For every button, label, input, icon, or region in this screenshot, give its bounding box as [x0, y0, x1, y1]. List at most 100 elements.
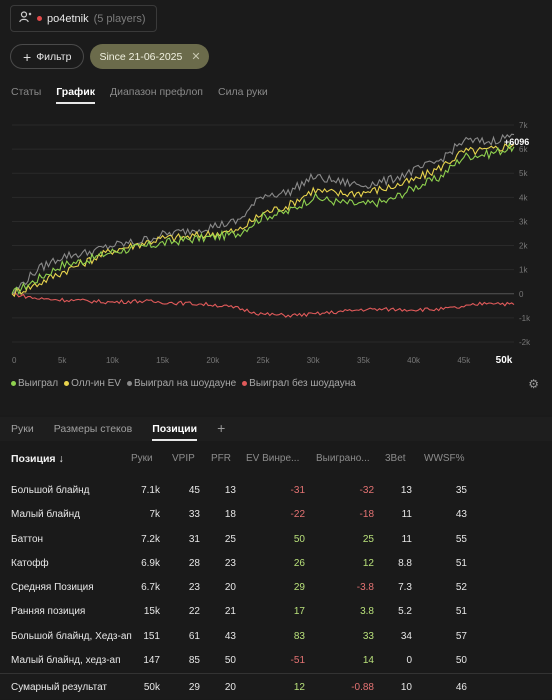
table-row[interactable]: Баттон 7.2k 31 25 50 25 11 55 — [0, 528, 552, 552]
cell-ev-winrate: 26 — [293, 557, 305, 569]
tab-stats[interactable]: Статы — [11, 86, 42, 98]
cell-won: 33 — [362, 630, 374, 642]
tab-positions[interactable]: Позиции — [152, 417, 198, 441]
gear-icon[interactable]: ⚙ — [528, 377, 539, 391]
y-tick-label: 2k — [519, 242, 528, 251]
cell-position: Большой блайнд — [11, 485, 90, 496]
x-tick-label: 20k — [206, 356, 220, 365]
cell-vpip: 22 — [188, 606, 200, 618]
cell-position: Малый блайнд — [11, 509, 81, 521]
table-row[interactable]: Средняя Позиция 6.7k 23 20 29 -3.8 7.3 52 — [0, 576, 552, 600]
since-filter-chip[interactable]: Since 21-06-2025 ✕ — [90, 44, 209, 69]
cell-3bet: 8.8 — [398, 557, 412, 569]
cell-hands: 15k — [143, 606, 160, 618]
tab-preflop-range[interactable]: Диапазон префлоп — [109, 86, 203, 98]
series-line-2 — [11, 133, 515, 295]
table-row[interactable]: Ранняя позиция 15k 22 21 17 3.8 5.2 51 — [0, 600, 552, 624]
cell-position: Ранняя позиция — [11, 606, 86, 618]
x-tick-label: 30k — [307, 356, 321, 365]
cell-ev-winrate: 50 — [293, 533, 305, 545]
cell-position: Средняя Позиция — [11, 582, 94, 594]
cell-hands: 151 — [143, 630, 160, 642]
legend-won[interactable]: Выиграл — [11, 378, 58, 389]
cell-position: Катофф — [11, 557, 49, 569]
close-icon[interactable]: ✕ — [191, 51, 201, 63]
y-tick-label: 5k — [519, 169, 528, 178]
tab-stack-sizes[interactable]: Размеры стеков — [53, 423, 133, 435]
header-vpip[interactable]: VPIP — [172, 453, 195, 464]
positions-table: Большой блайнд 7.1k 45 13 -31 -32 13 35 Малый бл… — [0, 479, 552, 700]
main-tabs: Статы График Диапазон префлоп Сила руки — [11, 86, 268, 104]
y-tick-label: -2k — [519, 338, 531, 347]
tab-graph[interactable]: График — [56, 86, 95, 104]
tab-hands[interactable]: Руки — [11, 423, 34, 435]
legend-showdown[interactable]: Выиграл на шоудауне — [126, 378, 236, 389]
header-pfr[interactable]: PFR — [211, 453, 231, 464]
table-row[interactable]: Большой блайнд, Хедз-ап 151 61 43 83 33 34 57 — [0, 625, 552, 649]
x-tick-label: 5k — [58, 356, 67, 365]
cell-wwsf: 43 — [455, 509, 467, 521]
cell-pfr: 13 — [224, 485, 236, 496]
player-selector[interactable]: po4etnik (5 players) — [10, 5, 157, 32]
cell-won: -3.8 — [356, 582, 374, 594]
x-tick-label: 35k — [357, 356, 371, 365]
cell-ev-winrate: 83 — [293, 630, 305, 642]
cell-3bet: 34 — [400, 630, 412, 642]
header-wwsf[interactable]: WWSF% — [424, 453, 465, 464]
cell-position: Малый блайнд, хедз-ап — [11, 655, 121, 667]
cell-pfr: 23 — [224, 557, 236, 569]
cell-pfr: 43 — [224, 630, 236, 642]
x-tick-label: 15k — [156, 356, 170, 365]
y-tick-label: 4k — [519, 193, 528, 202]
header-hands[interactable]: Руки — [131, 453, 153, 464]
winnings-chart: 7k 6k 5k 4k 3k 2k 1k 0 -1k -2k 0 5k 10k 15k 20k 25k 30k 3… — [0, 110, 552, 370]
graph-panel: po4etnik (5 players) + Фильтр Since 21-0… — [0, 5, 552, 391]
chart-svg: 7k 6k 5k 4k 3k 2k 1k 0 -1k -2k 0 5k 10k 15k 20k 25k 30k 3… — [11, 121, 531, 366]
cell-hands: 7k — [149, 509, 160, 521]
cell-hands: 6.9k — [141, 557, 160, 569]
cell-wwsf: 35 — [455, 485, 467, 496]
legend-non-showdown[interactable]: Выиграл без шоудауна — [242, 378, 356, 389]
cell-won: 3.8 — [360, 606, 374, 618]
x-tick-label: 10k — [106, 356, 120, 365]
y-tick-label: 7k — [519, 121, 528, 130]
cell-ev-winrate: 12 — [293, 682, 305, 694]
series-line-0 — [11, 142, 515, 295]
cell-vpip: 85 — [188, 655, 200, 667]
cell-won: -0.88 — [351, 682, 374, 694]
cell-hands: 6.7k — [141, 582, 160, 594]
header-3bet[interactable]: 3Bet — [385, 453, 406, 464]
legend-allin-ev[interactable]: Олл-ин EV — [64, 378, 121, 389]
cell-ev-winrate: -31 — [290, 485, 305, 496]
header-ev-winrate[interactable]: EV Винре... — [246, 453, 300, 464]
table-row[interactable]: Катофф 6.9k 28 23 26 12 8.8 51 — [0, 552, 552, 576]
table-row[interactable]: Большой блайнд 7.1k 45 13 -31 -32 13 35 — [0, 479, 552, 503]
cell-hands: 147 — [143, 655, 160, 667]
cell-pfr: 20 — [224, 582, 236, 594]
cell-won: -32 — [359, 485, 374, 496]
cell-ev-winrate: -51 — [290, 655, 305, 667]
end-value-label: +6096 — [504, 137, 529, 147]
cell-won: -18 — [359, 509, 374, 521]
tab-hand-strength[interactable]: Сила руки — [218, 86, 268, 98]
cell-3bet: 11 — [401, 509, 412, 521]
cell-wwsf: 51 — [455, 606, 467, 618]
filter-button[interactable]: + Фильтр — [10, 44, 85, 69]
player-name: po4etnik — [47, 12, 89, 25]
cell-wwsf: 52 — [455, 582, 467, 594]
table-row[interactable]: Малый блайнд 7k 33 18 -22 -18 11 43 — [0, 503, 552, 527]
add-tab-icon[interactable]: + — [217, 420, 226, 436]
stats-tabs: Руки Размеры стеков Позиции + — [0, 417, 552, 441]
header-position[interactable]: Позиция ↓ — [11, 452, 64, 465]
cell-ev-winrate: -22 — [290, 509, 305, 521]
cell-wwsf: 46 — [455, 682, 467, 694]
x-tick-label: 25k — [257, 356, 271, 365]
header-won[interactable]: Выиграно... — [316, 453, 370, 464]
player-count: (5 players) — [93, 12, 146, 25]
table-total-row[interactable]: Сумарный результат 50k 29 20 12 -0.88 10 46 — [0, 673, 552, 700]
table-row[interactable]: Малый блайнд, хедз-ап 147 85 50 -51 14 0 50 — [0, 649, 552, 673]
cell-3bet: 7.3 — [398, 582, 412, 594]
cell-vpip: 61 — [188, 630, 200, 642]
cell-pfr: 20 — [224, 682, 236, 694]
cell-vpip: 31 — [188, 533, 200, 545]
